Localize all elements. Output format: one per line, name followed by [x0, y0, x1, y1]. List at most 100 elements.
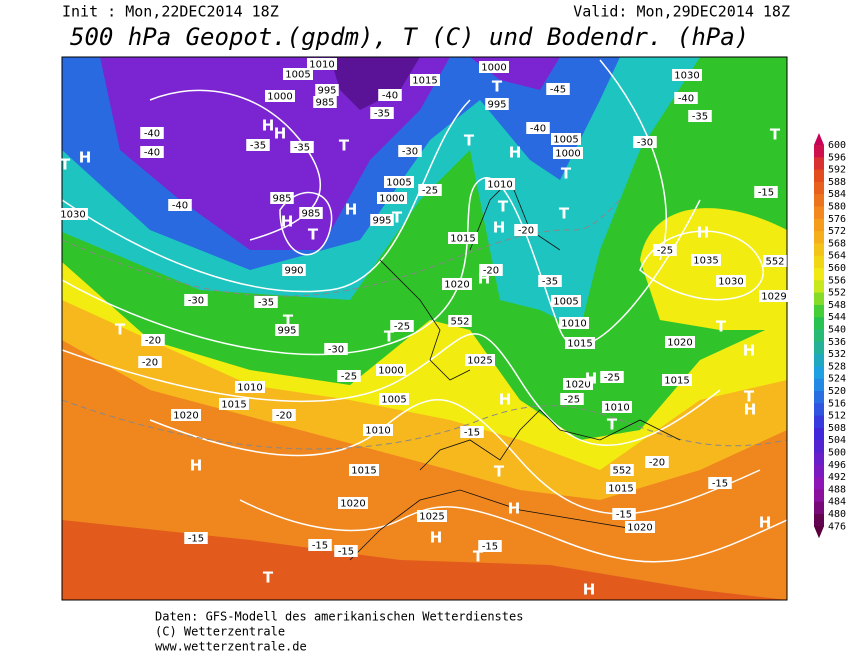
contour-label: 1000: [555, 149, 580, 160]
label-box: [417, 510, 447, 522]
label-box: [559, 317, 589, 329]
contour-label: -35: [542, 277, 558, 288]
colorbar-segment: [814, 181, 824, 195]
pressure-center: T: [607, 416, 618, 434]
label-box: [283, 68, 313, 80]
label-box: [560, 393, 584, 405]
contour-label: -15: [482, 542, 498, 553]
label-box: [138, 356, 162, 368]
label-box: [378, 89, 402, 101]
contour-label: -20: [276, 411, 292, 422]
pressure-center: T: [492, 78, 503, 96]
colorbar-label: 528: [828, 361, 846, 372]
label-box: [140, 127, 164, 139]
label-box: [265, 90, 295, 102]
pressure-center: H: [345, 201, 358, 219]
contour-label: -40: [382, 91, 398, 102]
colorbar-label: 488: [828, 484, 846, 495]
colorbar-label: 496: [828, 460, 846, 471]
colorbar-label: 504: [828, 435, 846, 446]
label-box: [275, 324, 299, 336]
contour-label: 552: [765, 257, 784, 268]
contour-label: 1005: [553, 135, 578, 146]
pressure-center: H: [430, 529, 443, 547]
label-box: [514, 224, 538, 236]
label-box: [563, 378, 593, 390]
contour-label: -15: [464, 428, 480, 439]
colorbar-label: 552: [828, 288, 846, 299]
contour-label: 552: [450, 317, 469, 328]
colorbar-label: 564: [828, 251, 846, 262]
pressure-center: H: [744, 401, 757, 419]
pressure-center: H: [509, 144, 522, 162]
colorbar-segment: [814, 317, 824, 330]
colorbar-segment: [814, 501, 824, 515]
valid-time: Valid: Mon,29DEC2014 18Z: [573, 3, 790, 21]
contour-label: -40: [530, 124, 546, 135]
contour-label: 1000: [267, 92, 292, 103]
contour-label: -35: [258, 298, 274, 309]
label-box: [376, 364, 406, 376]
colorbar-segment: [814, 218, 824, 232]
pressure-center: T: [339, 137, 350, 155]
pressure-center: H: [281, 213, 294, 231]
pressure-center: H: [697, 224, 710, 242]
contour-label: 1015: [567, 339, 592, 350]
pressure-center: T: [770, 126, 781, 144]
footer-line: www.wetterzentrale.de: [155, 640, 307, 654]
contour-label: 1030: [718, 277, 743, 288]
label-box: [219, 398, 249, 410]
label-box: [526, 122, 550, 134]
colorbar-label: 580: [828, 202, 846, 213]
label-box: [716, 275, 746, 287]
contour-label: -20: [483, 266, 499, 277]
label-box: [485, 98, 509, 110]
contour-label: -40: [144, 129, 160, 140]
label-box: [551, 295, 581, 307]
contour-label: 985: [301, 209, 320, 220]
colorbar-label: 508: [828, 423, 846, 434]
map-field: [62, 57, 787, 600]
label-box: [538, 275, 562, 287]
label-box: [553, 147, 583, 159]
colorbar-label: 540: [828, 325, 846, 336]
colorbar-segment: [814, 452, 824, 466]
contour-label: 1029: [761, 292, 786, 303]
contour-label: 1005: [386, 178, 411, 189]
label-box: [313, 96, 337, 108]
pressure-center: H: [493, 219, 506, 237]
pressure-center: H: [499, 391, 512, 409]
colorbar-label: 600: [828, 140, 846, 151]
label-box: [633, 136, 657, 148]
label-box: [272, 409, 296, 421]
label-box: [308, 539, 332, 551]
label-box: [168, 199, 192, 211]
label-box: [370, 214, 394, 226]
pressure-center: T: [283, 312, 294, 330]
label-box: [307, 58, 337, 70]
colorbar-label: 536: [828, 337, 846, 348]
contour-label: 1010: [237, 383, 262, 394]
init-time: Init : Mon,22DEC2014 18Z: [62, 3, 279, 21]
label-box: [370, 107, 394, 119]
pressure-center: T: [384, 328, 395, 346]
contour-label: 1010: [561, 319, 586, 330]
contour-label: 552: [612, 466, 631, 477]
pressure-center: T: [498, 198, 509, 216]
colorbar-label: 592: [828, 165, 846, 176]
colorbar-label: 584: [828, 189, 846, 200]
colorbar-segment: [814, 415, 824, 429]
contour-label: 1020: [667, 338, 692, 349]
label-box: [708, 477, 732, 489]
pressure-center: H: [508, 500, 521, 518]
label-box: [763, 255, 787, 267]
colorbar-segment: [814, 280, 824, 294]
label-box: [390, 320, 414, 332]
label-box: [691, 254, 721, 266]
pressure-center: T: [744, 388, 755, 406]
label-box: [58, 208, 88, 220]
contour-label: 1020: [340, 499, 365, 510]
colorbar-label: 572: [828, 226, 846, 237]
label-box: [612, 508, 636, 520]
